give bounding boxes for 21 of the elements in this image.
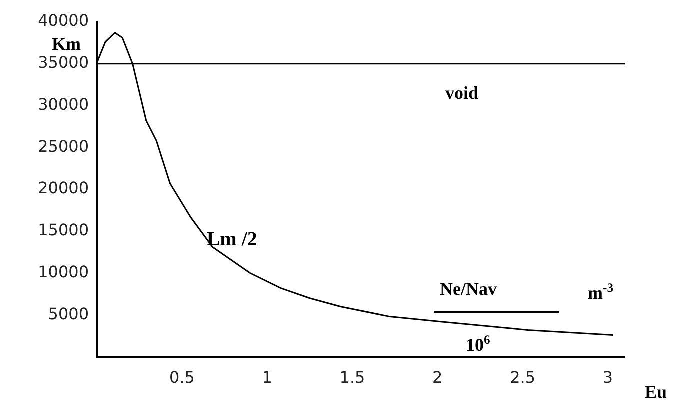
annotation: m$^{-3}$ [588, 281, 614, 304]
annotation: Ne/Nav [440, 279, 497, 300]
x-tick-label: 0.5 [169, 368, 195, 387]
y-tick-label: 15000 [38, 220, 89, 240]
y-axis-title: Km [52, 34, 81, 55]
x-tick-label: 2 [432, 368, 443, 387]
y-tick-label: 20000 [38, 178, 89, 198]
x-tick-label: 1 [262, 368, 272, 387]
y-tick-label: 40000 [38, 11, 89, 30]
y-tick-label: 25000 [38, 136, 89, 156]
y-tick-label: 5000 [48, 304, 89, 324]
x-tick-label: 2.5 [510, 368, 536, 387]
ref-line-label: void [445, 82, 478, 103]
annotation: 10$^{6}$ [466, 333, 490, 356]
y-tick-label: 35000 [38, 53, 89, 72]
annotation: Lm /2 [206, 228, 258, 250]
text: Eu [645, 382, 668, 403]
y-tick-label: 10000 [38, 262, 89, 282]
x-tick-label: 1.5 [340, 368, 366, 387]
y-tick-label: 30000 [38, 94, 89, 114]
x-tick-label: 3 [602, 368, 614, 387]
